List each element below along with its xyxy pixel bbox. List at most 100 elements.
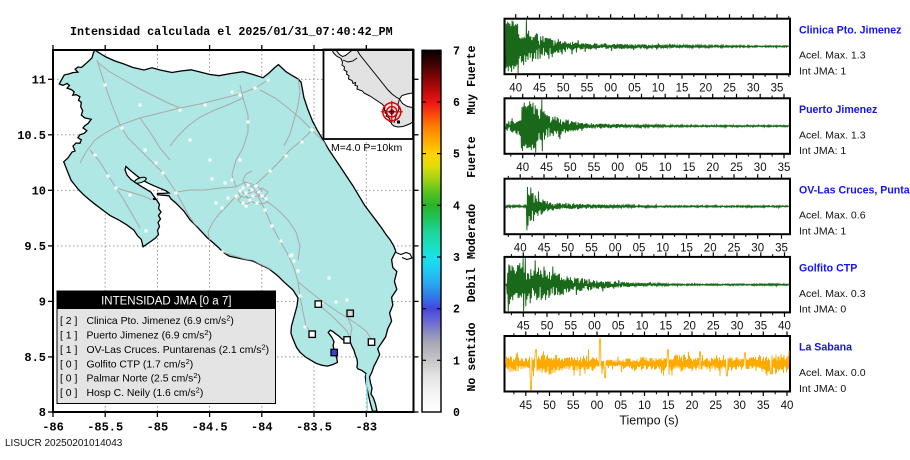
svg-text:Fuerte: Fuerte [466,136,479,178]
svg-text:45: 45 [517,321,530,333]
svg-text:30: 30 [731,321,744,333]
svg-text:Int JMA: 0: Int JMA: 0 [799,304,846,316]
svg-text:35: 35 [771,83,784,95]
svg-text:00: 00 [604,83,617,95]
svg-text:50: 50 [561,243,574,255]
svg-text:8.5: 8.5 [24,351,46,365]
svg-text:50: 50 [543,400,556,412]
svg-text:15: 15 [683,162,696,174]
svg-text:15: 15 [662,400,675,412]
svg-text:25: 25 [707,321,720,333]
svg-text:2: 2 [453,304,460,317]
svg-text:15: 15 [680,243,693,255]
svg-text:9.5: 9.5 [24,240,46,254]
svg-text:35: 35 [754,321,767,333]
svg-text:10: 10 [652,83,665,95]
svg-text:Debil: Debil [466,268,479,303]
svg-text:Clinica Pto. Jimenez: Clinica Pto. Jimenez [799,24,901,36]
svg-text:20: 20 [699,83,712,95]
svg-text:[ 0 ]Golfito CTP (1.7 cm/s2): [ 0 ] Golfito CTP (1.7 cm/s2) [60,357,193,371]
svg-text:[ 1 ]OV-Las Cruces. Puntarenas: [ 1 ] OV-Las Cruces. Puntarenas (2.1 cm/s… [60,342,269,356]
svg-text:Acel. Max. 0.0: Acel. Max. 0.0 [799,367,866,379]
svg-text:LISUCR 20250201014043: LISUCR 20250201014043 [5,438,123,449]
svg-text:Int JMA: 0: Int JMA: 0 [799,383,846,395]
svg-text:20: 20 [706,162,719,174]
svg-text:35: 35 [757,400,770,412]
svg-text:20: 20 [704,243,717,255]
svg-text:50: 50 [564,162,577,174]
svg-text:Int JMA: 1: Int JMA: 1 [799,145,846,157]
svg-text:45: 45 [519,400,532,412]
svg-text:30: 30 [751,243,764,255]
svg-text:Moderado: Moderado [466,204,479,259]
svg-text:40: 40 [778,321,791,333]
svg-text:No sentido: No sentido [466,322,479,391]
svg-text:30: 30 [747,83,760,95]
svg-text:10: 10 [638,400,651,412]
svg-text:Int JMA: 1: Int JMA: 1 [799,226,846,238]
svg-text:1: 1 [453,355,460,368]
svg-text:4: 4 [453,200,460,213]
svg-text:INTENSIDAD JMA [0 a 7]: INTENSIDAD JMA [0 a 7] [101,296,231,308]
svg-text:55: 55 [588,162,601,174]
svg-text:50: 50 [557,83,570,95]
svg-text:[ 1 ]Puerto Jimenez (6.9 cm/s2: [ 1 ] Puerto Jimenez (6.9 cm/s2) [60,328,212,342]
svg-text:05: 05 [635,162,648,174]
svg-text:Acel. Max. 1.3: Acel. Max. 1.3 [799,129,866,141]
svg-text:35: 35 [778,162,791,174]
svg-text:25: 25 [709,400,722,412]
svg-text:OV-Las Cruces, Puntar: OV-Las Cruces, Puntar [799,184,910,196]
svg-text:[ 0 ]Hosp C. Neily (1.6 cm/s2): [ 0 ] Hosp C. Neily (1.6 cm/s2) [60,386,203,400]
svg-text:55: 55 [564,321,577,333]
svg-text:25: 25 [723,83,736,95]
svg-text:[ 0 ]Palmar Norte (2.5 cm/s2): [ 0 ] Palmar Norte (2.5 cm/s2) [60,371,201,385]
svg-text:20: 20 [683,321,696,333]
svg-text:-83: -83 [355,421,377,435]
svg-text:55: 55 [581,83,594,95]
svg-text:40: 40 [514,243,527,255]
svg-text:-84: -84 [251,421,273,435]
svg-text:0: 0 [453,407,460,420]
svg-text:40: 40 [509,83,522,95]
svg-text:45: 45 [533,83,546,95]
svg-text:[ 2 ]Clinica Pto. Jimenez (6.9: [ 2 ] Clinica Pto. Jimenez (6.9 cm/s2) [60,314,234,328]
svg-text:55: 55 [567,400,580,412]
svg-text:Puerto Jimenez: Puerto Jimenez [799,104,877,116]
svg-text:10: 10 [659,162,672,174]
svg-text:Intensidad calculada el 2025/0: Intensidad calculada el 2025/01/31_07:40… [70,25,393,39]
svg-text:45: 45 [538,243,551,255]
svg-text:3: 3 [453,252,460,265]
svg-text:Acel. Max. 1.3: Acel. Max. 1.3 [799,50,866,62]
svg-text:-85: -85 [147,421,169,435]
svg-text:55: 55 [585,243,598,255]
svg-text:7: 7 [453,45,460,58]
svg-text:00: 00 [611,162,624,174]
svg-text:30: 30 [754,162,767,174]
svg-text:00: 00 [588,321,601,333]
svg-text:11: 11 [32,73,46,87]
svg-text:50: 50 [541,321,554,333]
svg-text:Acel. Max. 0.6: Acel. Max. 0.6 [799,210,866,222]
svg-text:25: 25 [730,162,743,174]
svg-text:25: 25 [728,243,741,255]
svg-text:05: 05 [614,400,627,412]
svg-text:10: 10 [636,321,649,333]
svg-text:05: 05 [633,243,646,255]
svg-text:10: 10 [656,243,669,255]
svg-text:05: 05 [612,321,625,333]
svg-text:00: 00 [591,400,604,412]
svg-text:5: 5 [453,149,460,162]
svg-text:Acel. Max. 0.3: Acel. Max. 0.3 [799,288,866,300]
svg-text:Int JMA: 1: Int JMA: 1 [799,66,846,78]
svg-text:Muy Fuerte: Muy Fuerte [466,45,479,114]
svg-text:40: 40 [516,162,529,174]
svg-text:05: 05 [628,83,641,95]
svg-text:35: 35 [775,243,788,255]
svg-text:40: 40 [781,400,794,412]
svg-text:6: 6 [453,97,460,110]
svg-text:-83.5: -83.5 [296,421,332,435]
svg-text:00: 00 [609,243,622,255]
svg-text:15: 15 [659,321,672,333]
svg-text:15: 15 [676,83,689,95]
svg-text:9: 9 [39,295,46,309]
